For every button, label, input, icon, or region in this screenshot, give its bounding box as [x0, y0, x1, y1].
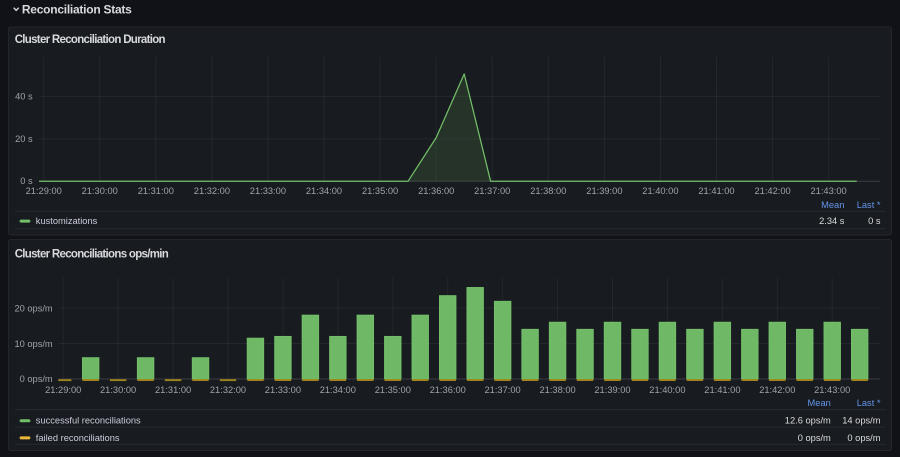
- svg-text:21:41:00: 21:41:00: [704, 385, 740, 395]
- svg-text:21:36:00: 21:36:00: [418, 186, 454, 196]
- svg-text:10 ops/m: 10 ops/m: [14, 339, 52, 349]
- svg-text:21:43:00: 21:43:00: [814, 385, 850, 395]
- svg-text:21:30:00: 21:30:00: [82, 186, 118, 196]
- svg-text:12.6 ops/m: 12.6 ops/m: [785, 416, 831, 426]
- svg-text:21:37:00: 21:37:00: [484, 385, 520, 395]
- svg-text:21:35:00: 21:35:00: [375, 385, 411, 395]
- svg-text:Last *: Last *: [857, 200, 881, 210]
- svg-text:21:34:00: 21:34:00: [306, 186, 342, 196]
- svg-text:21:31:00: 21:31:00: [138, 186, 174, 196]
- svg-text:kustomizations: kustomizations: [36, 216, 98, 226]
- svg-text:21:37:00: 21:37:00: [474, 186, 510, 196]
- svg-text:21:39:00: 21:39:00: [594, 385, 630, 395]
- svg-text:21:40:00: 21:40:00: [642, 186, 678, 196]
- svg-text:21:29:00: 21:29:00: [26, 186, 62, 196]
- svg-text:21:42:00: 21:42:00: [759, 385, 795, 395]
- svg-text:20 s: 20 s: [15, 134, 33, 144]
- svg-text:21:42:00: 21:42:00: [754, 186, 790, 196]
- svg-text:21:32:00: 21:32:00: [194, 186, 230, 196]
- svg-text:21:40:00: 21:40:00: [649, 385, 685, 395]
- svg-text:21:32:00: 21:32:00: [210, 385, 246, 395]
- svg-text:21:38:00: 21:38:00: [530, 186, 566, 196]
- svg-text:Reconciliation Stats: Reconciliation Stats: [22, 2, 132, 16]
- svg-text:21:43:00: 21:43:00: [810, 186, 846, 196]
- svg-text:21:33:00: 21:33:00: [250, 186, 286, 196]
- svg-text:2.34 s: 2.34 s: [819, 216, 845, 226]
- svg-text:21:38:00: 21:38:00: [539, 385, 575, 395]
- svg-text:20 ops/m: 20 ops/m: [14, 303, 52, 313]
- svg-text:0 s: 0 s: [20, 176, 33, 186]
- svg-text:Mean: Mean: [808, 398, 831, 408]
- svg-text:21:34:00: 21:34:00: [320, 385, 356, 395]
- svg-text:Mean: Mean: [821, 200, 844, 210]
- svg-text:0 ops/m: 0 ops/m: [847, 433, 880, 443]
- svg-text:Cluster Reconciliations ops/mi: Cluster Reconciliations ops/min: [15, 248, 169, 260]
- svg-text:21:39:00: 21:39:00: [586, 186, 622, 196]
- svg-text:Cluster Reconciliation Duratio: Cluster Reconciliation Duration: [15, 34, 166, 46]
- svg-text:Last *: Last *: [857, 398, 881, 408]
- svg-text:21:30:00: 21:30:00: [100, 385, 136, 395]
- svg-text:21:36:00: 21:36:00: [430, 385, 466, 395]
- svg-text:21:33:00: 21:33:00: [265, 385, 301, 395]
- svg-text:successful reconciliations: successful reconciliations: [36, 416, 141, 426]
- svg-text:21:31:00: 21:31:00: [155, 385, 191, 395]
- svg-text:0 s: 0 s: [868, 216, 881, 226]
- svg-text:0 ops/m: 0 ops/m: [798, 433, 831, 443]
- svg-text:21:41:00: 21:41:00: [698, 186, 734, 196]
- svg-text:failed reconciliations: failed reconciliations: [36, 433, 120, 443]
- svg-text:21:35:00: 21:35:00: [362, 186, 398, 196]
- svg-text:21:29:00: 21:29:00: [45, 385, 81, 395]
- svg-text:40 s: 40 s: [15, 92, 33, 102]
- svg-text:0 ops/m: 0 ops/m: [20, 374, 53, 384]
- svg-text:14 ops/m: 14 ops/m: [842, 416, 880, 426]
